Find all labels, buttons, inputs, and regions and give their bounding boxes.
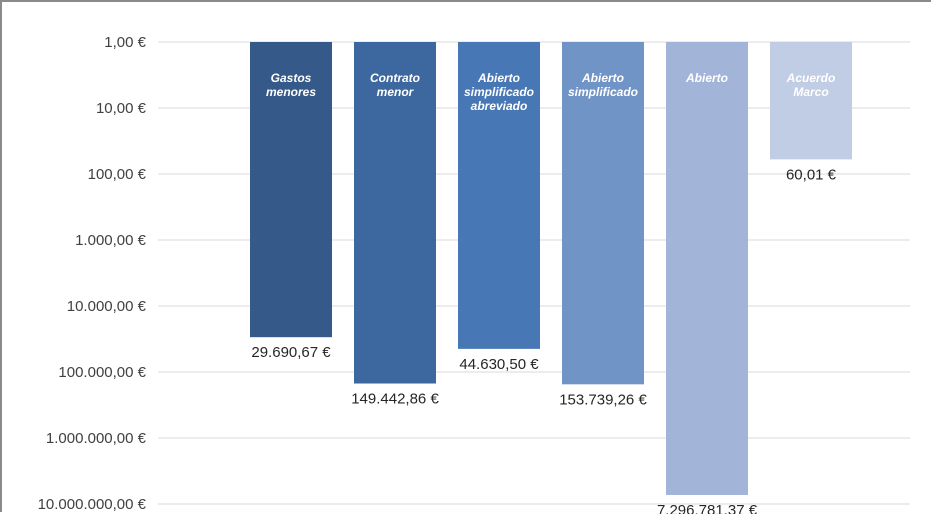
data-label: 149.442,86 € bbox=[351, 391, 439, 408]
bars bbox=[250, 42, 852, 495]
category-labels: Gastos menores Contrato menor Abierto simplif… bbox=[266, 71, 835, 113]
y-tick-label: 10.000,00 € bbox=[67, 298, 147, 315]
data-label: 7.296.781,37 € bbox=[657, 502, 758, 514]
y-tick-label: 1,00 € bbox=[104, 34, 146, 51]
y-tick-label: 100.000,00 € bbox=[58, 364, 146, 381]
category-label: Gastos menores bbox=[266, 71, 316, 99]
bar bbox=[666, 42, 748, 495]
category-label: Abierto simplificado bbox=[568, 71, 638, 99]
bar bbox=[562, 42, 644, 385]
category-label: Contrato menor bbox=[370, 71, 420, 99]
bar bbox=[458, 42, 540, 349]
data-labels: 29.690,67 € 149.442,86 € 44.630,50 € 153.73… bbox=[251, 166, 836, 514]
data-label: 44.630,50 € bbox=[459, 356, 539, 373]
y-tick-label: 10.000.000,00 € bbox=[38, 496, 147, 513]
category-label: Acuerdo Marco bbox=[786, 71, 836, 99]
y-tick-label: 1.000,00 € bbox=[75, 232, 147, 249]
data-label: 153.739,26 € bbox=[559, 391, 647, 408]
y-tick-label: 100,00 € bbox=[88, 166, 147, 183]
bar bbox=[354, 42, 436, 384]
y-tick-label: 10,00 € bbox=[96, 100, 147, 117]
category-label: Abierto bbox=[685, 71, 728, 85]
y-axis-ticks: 1,00 € 10,00 € 100,00 € 1.000,00 € 10.000,00… bbox=[38, 34, 147, 513]
category-label: Abierto simplificado abreviado bbox=[464, 71, 534, 113]
data-label: 29.690,67 € bbox=[251, 344, 331, 361]
y-tick-label: 1.000.000,00 € bbox=[46, 430, 147, 447]
bar bbox=[770, 42, 852, 160]
bar bbox=[250, 42, 332, 338]
data-label: 60,01 € bbox=[786, 166, 837, 183]
